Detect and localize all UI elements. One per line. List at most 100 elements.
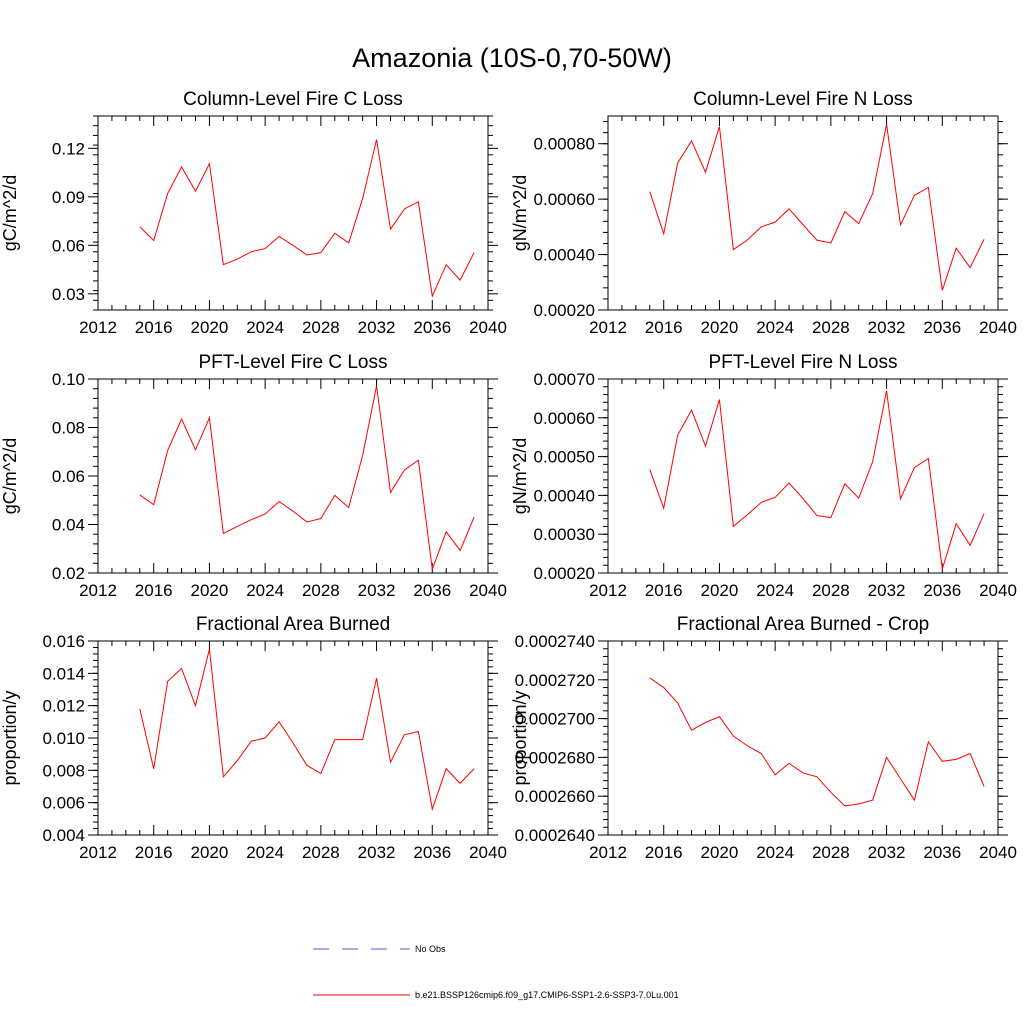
x-tick-label: 2032 [868, 318, 906, 337]
y-axis-label: proportion/y [510, 690, 530, 785]
y-tick-label: 0.06 [52, 467, 85, 486]
x-tick-label: 2040 [979, 318, 1017, 337]
y-tick-label: 0.00060 [534, 190, 595, 209]
x-tick-label: 2012 [589, 581, 627, 600]
x-tick-label: 2036 [923, 581, 961, 600]
series-line-1 [139, 139, 475, 299]
chart-panel-6: Fractional Area Burned - Crop 2012 2016 202… [510, 614, 1017, 862]
y-axis-label: gC/m^2/d [0, 438, 20, 514]
y-tick-label: 0.004 [42, 826, 85, 845]
y-axis-label: gC/m^2/d [0, 175, 20, 251]
x-tick-label: 2040 [469, 843, 507, 862]
x-tick-label: 2032 [358, 318, 396, 337]
x-tick-label: 2032 [358, 843, 396, 862]
y-tick-label: 0.008 [42, 761, 85, 780]
plot-frame [607, 640, 999, 836]
panel-title: PFT-Level Fire N Loss [709, 352, 898, 373]
x-tick-label: 2028 [302, 318, 340, 337]
legend-obs-label: No Obs [415, 944, 446, 954]
y-tick-label: 0.08 [52, 419, 85, 438]
y-tick-label: 0.014 [42, 664, 85, 683]
chart-panel-4: PFT-Level Fire N Loss 2012 2016 2020 2024 202… [510, 352, 1017, 600]
y-tick-label: 0.0002740 [515, 632, 595, 651]
x-tick-label: 2012 [79, 843, 117, 862]
panel-title: Fractional Area Burned - Crop [677, 614, 929, 635]
x-tick-label: 2024 [246, 581, 284, 600]
y-tick-label: 0.00070 [534, 370, 595, 389]
chart-panel-2: Column-Level Fire N Loss 2012 2016 2020 2024… [510, 89, 1017, 337]
chart-panel-1: Column-Level Fire C Loss 2012 2016 2020 2024… [0, 89, 507, 337]
x-tick-label: 2028 [812, 843, 850, 862]
y-tick-label: 0.00060 [534, 409, 595, 428]
y-tick-label: 0.03 [52, 285, 85, 304]
y-tick-label: 0.06 [52, 236, 85, 255]
x-tick-label: 2032 [868, 843, 906, 862]
y-tick-label: 0.00030 [534, 525, 595, 544]
x-tick-label: 2032 [358, 581, 396, 600]
y-tick-label: 0.00050 [534, 448, 595, 467]
x-tick-label: 2028 [812, 318, 850, 337]
y-axis-label: gN/m^2/d [510, 175, 530, 251]
x-tick-label: 2016 [135, 581, 173, 600]
x-tick-label: 2016 [645, 318, 683, 337]
y-axis-label: gN/m^2/d [510, 438, 530, 514]
y-tick-label: 0.00020 [534, 301, 595, 320]
x-tick-label: 2036 [413, 843, 451, 862]
y-tick-label: 0.0002660 [515, 787, 595, 806]
x-tick-label: 2024 [756, 843, 794, 862]
y-tick-label: 0.0002720 [515, 671, 595, 690]
x-tick-label: 2020 [701, 581, 739, 600]
x-tick-label: 2012 [589, 318, 627, 337]
x-tick-label: 2016 [645, 581, 683, 600]
x-tick-label: 2016 [135, 318, 173, 337]
y-tick-label: 0.09 [52, 188, 85, 207]
y-tick-label: 0.00040 [534, 486, 595, 505]
x-tick-label: 2020 [701, 843, 739, 862]
y-tick-label: 0.02 [52, 564, 85, 583]
x-tick-label: 2032 [868, 581, 906, 600]
x-tick-label: 2040 [469, 318, 507, 337]
panels-grid: Column-Level Fire C Loss 2012 2016 2020 2024… [0, 89, 1017, 862]
x-tick-label: 2020 [191, 581, 229, 600]
x-tick-label: 2024 [756, 581, 794, 600]
legend: No Obs b.e21.BSSP126cmip6.f09_g17.CMIP6-… [313, 944, 679, 1000]
x-tick-label: 2024 [246, 843, 284, 862]
figure-title: Amazonia (10S-0,70-50W) [352, 43, 672, 73]
plot-frame [97, 115, 489, 311]
series-line-1 [649, 390, 985, 570]
x-tick-label: 2036 [923, 318, 961, 337]
y-tick-label: 0.0002680 [515, 748, 595, 767]
series-line-1 [139, 648, 475, 812]
x-tick-label: 2016 [645, 843, 683, 862]
series-line-1 [649, 677, 985, 807]
x-tick-label: 2012 [79, 581, 117, 600]
x-tick-label: 2024 [756, 318, 794, 337]
x-tick-label: 2036 [413, 318, 451, 337]
y-tick-label: 0.010 [42, 729, 85, 748]
y-tick-label: 0.00040 [534, 246, 595, 265]
panel-title: PFT-Level Fire C Loss [199, 352, 388, 373]
y-tick-label: 0.016 [42, 632, 85, 651]
y-tick-label: 0.0002700 [515, 710, 595, 729]
x-tick-label: 2040 [979, 581, 1017, 600]
x-tick-label: 2020 [191, 843, 229, 862]
panel-title: Column-Level Fire N Loss [693, 89, 913, 110]
plot-frame [607, 115, 999, 311]
x-tick-label: 2028 [302, 581, 340, 600]
x-tick-label: 2024 [246, 318, 284, 337]
x-tick-label: 2028 [812, 581, 850, 600]
x-tick-label: 2012 [589, 843, 627, 862]
y-tick-label: 0.10 [52, 370, 85, 389]
y-axis-label: proportion/y [0, 690, 20, 785]
series-line-1 [139, 385, 475, 570]
legend-series-label: b.e21.BSSP126cmip6.f09_g17.CMIP6-SSP1-2.… [415, 990, 679, 1000]
panel-title: Column-Level Fire C Loss [183, 89, 403, 110]
y-tick-label: 0.00020 [534, 564, 595, 583]
x-tick-label: 2012 [79, 318, 117, 337]
y-tick-label: 0.12 [52, 139, 85, 158]
plot-frame [97, 640, 489, 836]
x-tick-label: 2040 [469, 581, 507, 600]
x-tick-label: 2036 [413, 581, 451, 600]
x-tick-label: 2020 [191, 318, 229, 337]
